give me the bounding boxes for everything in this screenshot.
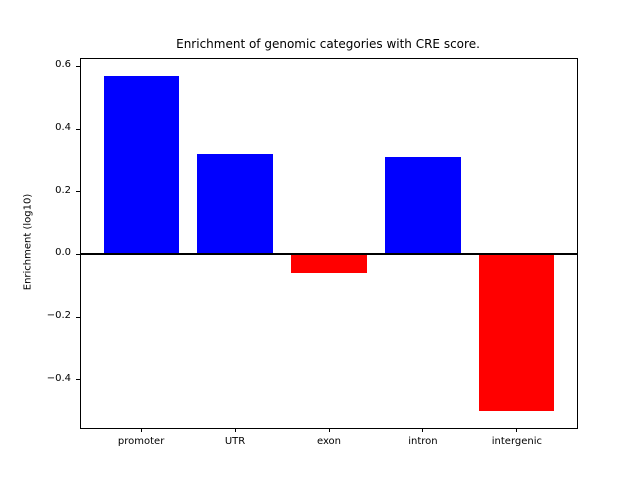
x-tick-label-intron: intron bbox=[408, 436, 438, 447]
x-tick-mark bbox=[140, 428, 142, 432]
y-tick-label: 0.6 bbox=[55, 59, 71, 71]
y-tick-mark bbox=[76, 191, 80, 193]
y-tick-mark bbox=[76, 128, 80, 130]
y-tick-label: −0.2 bbox=[46, 310, 71, 322]
x-tick-mark bbox=[234, 428, 236, 432]
y-tick-mark bbox=[76, 379, 80, 381]
bar-UTR bbox=[197, 154, 273, 255]
y-tick-label: −0.4 bbox=[46, 372, 71, 384]
bar-intron bbox=[385, 157, 461, 255]
y-tick-label: 0.0 bbox=[55, 247, 71, 259]
x-tick-mark bbox=[422, 428, 424, 432]
x-tick-label-intergenic: intergenic bbox=[491, 436, 542, 447]
bar-intergenic bbox=[479, 254, 555, 412]
y-tick-mark bbox=[76, 65, 80, 67]
x-tick-mark bbox=[328, 428, 330, 432]
plot-area: −0.4 −0.2 0.0 0.2 0.4 0.6 promoter UTR exon intro… bbox=[47, 58, 578, 447]
y-tick-label: 0.2 bbox=[55, 184, 71, 196]
x-tick-mark bbox=[516, 428, 518, 432]
y-axis-label: Enrichment (log10) bbox=[22, 193, 34, 291]
bar-promoter bbox=[103, 75, 179, 255]
x-tick-label-promoter: promoter bbox=[117, 436, 165, 447]
y-tick-label: 0.4 bbox=[55, 122, 71, 134]
y-tick-mark bbox=[76, 316, 80, 318]
bar-exon bbox=[291, 254, 367, 274]
x-tick-label-UTR: UTR bbox=[224, 436, 246, 447]
chart-title: Enrichment of genomic categories with CR… bbox=[176, 37, 480, 51]
x-tick-label-exon: exon bbox=[316, 436, 342, 447]
zero-baseline bbox=[81, 253, 577, 256]
y-tick-mark bbox=[76, 253, 80, 255]
